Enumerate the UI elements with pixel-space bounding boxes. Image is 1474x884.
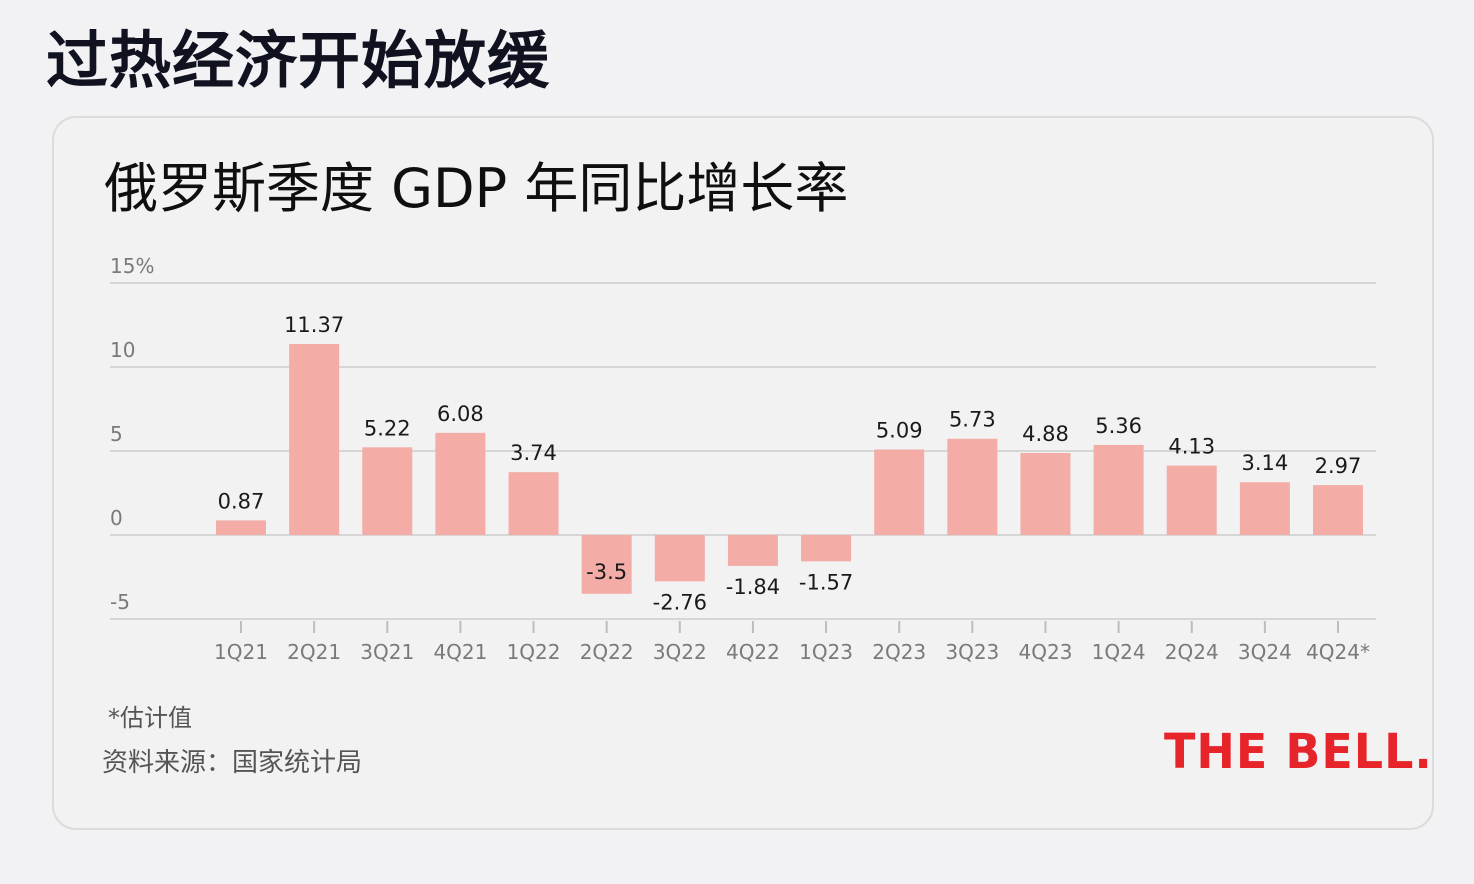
value-label: 5.36 (1095, 414, 1142, 438)
y-tick-label: 10 (110, 338, 135, 362)
bar (216, 520, 266, 535)
bar (801, 535, 852, 562)
value-label: 0.87 (218, 489, 265, 513)
value-label: 6.08 (437, 402, 484, 426)
x-tick-label: 1Q21 (214, 640, 268, 664)
value-label: 3.74 (510, 441, 557, 465)
y-tick-label: 15% (110, 254, 154, 278)
x-tick-label: 1Q22 (507, 640, 561, 664)
bar (947, 438, 998, 535)
x-tick-label: 2Q21 (287, 640, 341, 664)
y-tick-label: 0 (110, 506, 123, 530)
x-tick-label: 2Q24 (1165, 640, 1219, 664)
value-label: 4.13 (1168, 435, 1215, 459)
bar-chart: -5 0 5 10 15% 0.87 1Q21 11.37 2Q21 5.22 3Q21 6.08 4Q… (110, 254, 1376, 664)
x-tick-label: 1Q23 (799, 640, 853, 664)
x-tick-label: 3Q23 (945, 640, 999, 664)
source-note: 资料来源：国家统计局 (102, 748, 363, 778)
bar (1239, 482, 1290, 535)
value-label: -1.57 (799, 570, 853, 594)
estimate-note: *估计值 (108, 704, 192, 732)
value-label: 5.22 (364, 416, 411, 440)
bar (1093, 444, 1144, 535)
bar (1020, 453, 1071, 535)
bar (289, 343, 340, 535)
y-tick-label: -5 (110, 590, 130, 614)
x-tick-label: 1Q24 (1092, 640, 1146, 664)
bar (1166, 465, 1217, 535)
value-label: 4.88 (1022, 422, 1069, 446)
bar (1313, 485, 1363, 535)
bar (654, 535, 705, 582)
x-tick-label: 4Q24* (1306, 640, 1370, 664)
chart-card: 俄罗斯季度 GDP 年同比增长率 -5 0 5 10 15% 0.87 1Q21 11.37 2… (52, 116, 1434, 830)
x-tick-label: 3Q22 (653, 640, 707, 664)
value-label: 11.37 (284, 313, 344, 337)
value-label: 3.14 (1241, 451, 1288, 475)
x-tick-label: 3Q24 (1238, 640, 1292, 664)
x-tick-label: 4Q23 (1019, 640, 1073, 664)
value-label: 5.73 (949, 408, 996, 432)
bar (581, 535, 632, 594)
page-title: 过热经济开始放缓 (46, 24, 551, 97)
bar (727, 535, 778, 566)
value-label: -3.5 (586, 560, 627, 584)
value-label: 5.09 (876, 418, 923, 442)
bar (362, 447, 413, 535)
x-tick-label: 2Q22 (580, 640, 634, 664)
y-tick-label: 5 (110, 422, 123, 446)
bar (508, 472, 559, 535)
chart-title: 俄罗斯季度 GDP 年同比增长率 (104, 157, 849, 220)
x-tick-label: 4Q22 (726, 640, 780, 664)
value-label: 2.97 (1315, 454, 1362, 478)
x-tick-label: 4Q21 (433, 640, 487, 664)
value-label: -1.84 (726, 575, 780, 599)
bar (435, 432, 486, 535)
brand-logo: THE BELL. (1164, 722, 1433, 780)
bar (874, 449, 925, 535)
x-tick-label: 2Q23 (872, 640, 926, 664)
value-label: -2.76 (653, 590, 707, 614)
x-tick-label: 3Q21 (360, 640, 414, 664)
